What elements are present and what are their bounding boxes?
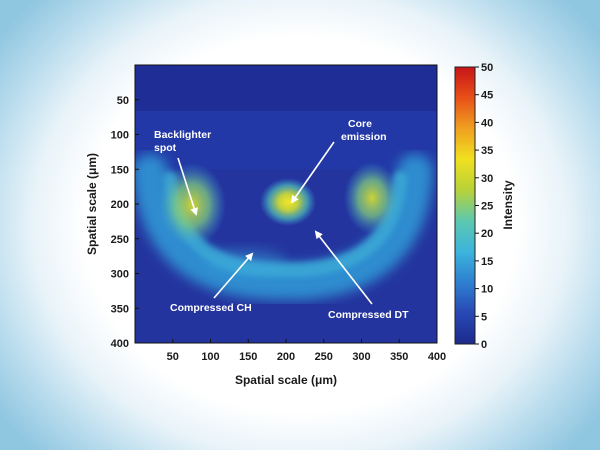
core-emission-blob bbox=[260, 178, 316, 226]
y-tick-label: 350 bbox=[111, 303, 129, 315]
x-tick-label: 200 bbox=[277, 351, 295, 363]
colorbar-tick-label: 0 bbox=[481, 339, 487, 351]
x-tick-label: 400 bbox=[428, 351, 446, 363]
annotation-compressed-ch: Compressed CH bbox=[170, 302, 252, 314]
y-tick-label: 400 bbox=[111, 338, 129, 350]
colorbar-tick-label: 20 bbox=[481, 228, 493, 240]
x-tick-label: 100 bbox=[201, 351, 219, 363]
colorbar-scale bbox=[455, 67, 475, 344]
colorbar: 0 5 10 15 20 25 30 35 40 45 50 Intensity bbox=[455, 62, 515, 351]
backlighter-spot-blob bbox=[158, 163, 226, 247]
colorbar-tick-label: 35 bbox=[481, 145, 493, 157]
colorbar-tick-label: 45 bbox=[481, 90, 493, 102]
colorbar-ticks: 0 5 10 15 20 25 30 35 40 45 50 bbox=[475, 62, 493, 351]
annotation-compressed-dt: Compressed DT bbox=[328, 309, 409, 321]
x-tick-label: 350 bbox=[390, 351, 408, 363]
x-axis-label: Spatial scale (μm) bbox=[235, 373, 337, 387]
x-tick-label: 150 bbox=[239, 351, 257, 363]
colorbar-tick-label: 50 bbox=[481, 62, 493, 74]
right-limb-blob bbox=[344, 162, 400, 234]
colorbar-tick-label: 10 bbox=[481, 284, 493, 296]
y-axis-label: Spatial scale (μm) bbox=[85, 153, 99, 255]
y-tick-label: 250 bbox=[111, 234, 129, 246]
y-tick-label: 300 bbox=[111, 269, 129, 281]
colorbar-label: Intensity bbox=[501, 180, 515, 230]
y-tick-label: 100 bbox=[111, 130, 129, 142]
colorbar-tick-label: 5 bbox=[481, 311, 487, 323]
colorbar-tick-label: 15 bbox=[481, 256, 493, 268]
colorbar-tick-label: 25 bbox=[481, 201, 493, 213]
y-tick-label: 200 bbox=[111, 199, 129, 211]
colorbar-tick-label: 30 bbox=[481, 173, 493, 185]
x-tick-label: 250 bbox=[315, 351, 333, 363]
x-tick-label: 300 bbox=[352, 351, 370, 363]
colorbar-tick-label: 40 bbox=[481, 117, 493, 129]
y-tick-label: 50 bbox=[117, 95, 129, 107]
x-tick-label: 50 bbox=[167, 351, 179, 363]
y-tick-label: 150 bbox=[111, 164, 129, 176]
